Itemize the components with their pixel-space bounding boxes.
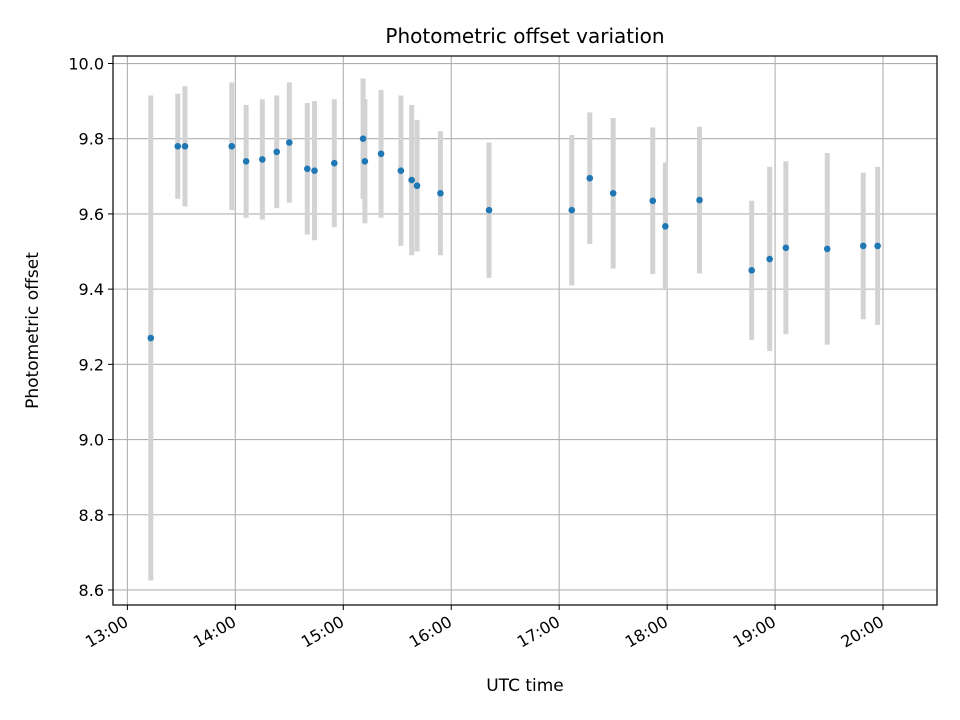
- x-tick-label: 16:00: [406, 612, 455, 652]
- data-point: [361, 157, 369, 165]
- x-tick-label: 17:00: [514, 612, 563, 652]
- x-tick-label: 15:00: [298, 612, 347, 652]
- data-point: [485, 206, 493, 214]
- x-tick-label: 19:00: [730, 612, 779, 652]
- data-point: [823, 245, 831, 253]
- data-point: [377, 150, 385, 158]
- data-point: [273, 148, 281, 156]
- y-tick-label: 8.6: [79, 581, 104, 600]
- data-point: [413, 182, 421, 190]
- plot-frame: [112, 55, 938, 606]
- data-point: [259, 156, 266, 163]
- x-tick-label: 13:00: [82, 612, 131, 652]
- x-tick-label: 14:00: [190, 612, 239, 652]
- data-point: [662, 223, 669, 230]
- data-point: [649, 197, 657, 205]
- data-point: [586, 174, 594, 182]
- data-point: [359, 135, 367, 143]
- data-point: [181, 142, 189, 150]
- y-tick-label: 9.6: [79, 205, 104, 224]
- data-point: [859, 242, 867, 250]
- data-point: [330, 159, 338, 167]
- data-point: [748, 267, 755, 274]
- data-point: [696, 196, 703, 204]
- data-point: [766, 255, 773, 263]
- data-point: [609, 189, 617, 197]
- y-tick-label: 10.0: [68, 55, 104, 74]
- data-point: [174, 142, 182, 150]
- grid: [113, 56, 937, 605]
- data-point: [242, 157, 250, 165]
- data-point: [304, 165, 311, 173]
- data-point: [286, 139, 293, 146]
- x-axis-label: UTC time: [486, 676, 564, 696]
- data-point: [311, 167, 318, 174]
- data-point: [228, 142, 236, 150]
- error-bars: [148, 78, 881, 581]
- data-points: [147, 135, 881, 342]
- x-tick-label: 18:00: [622, 612, 671, 652]
- data-point: [437, 189, 444, 197]
- data-point: [782, 244, 790, 252]
- data-point: [397, 167, 405, 174]
- data-point: [147, 334, 155, 342]
- y-tick-label: 9.8: [79, 130, 104, 149]
- data-point: [408, 176, 415, 184]
- axis-ticks: 13:00 14:00 15:00 16:00 17:00 18:00 19:00 20:00…: [68, 55, 887, 652]
- y-tick-label: 9.0: [79, 431, 104, 450]
- data-point: [874, 242, 881, 250]
- y-tick-label: 9.2: [79, 355, 104, 374]
- data-point: [568, 206, 576, 214]
- y-axis-label: Photometric offset: [23, 252, 43, 409]
- chart-title: Photometric offset variation: [385, 24, 664, 48]
- y-tick-label: 9.4: [79, 280, 104, 299]
- y-tick-label: 8.8: [79, 506, 104, 525]
- x-tick-label: 20:00: [838, 612, 887, 652]
